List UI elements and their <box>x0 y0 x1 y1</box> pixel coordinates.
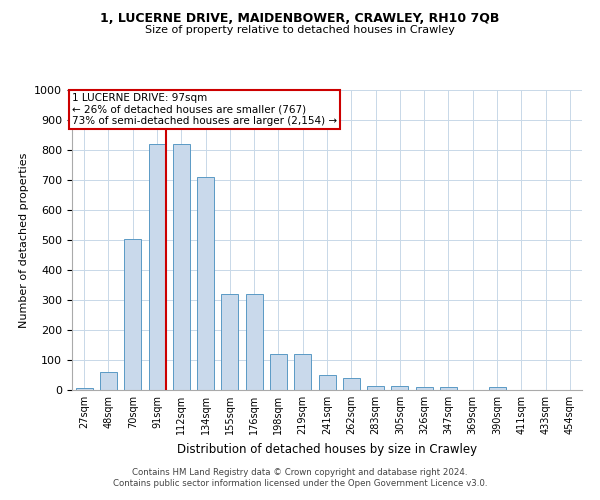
Bar <box>173 144 190 390</box>
Bar <box>367 386 384 390</box>
Bar <box>294 354 311 390</box>
Bar <box>124 238 141 390</box>
Bar <box>149 144 166 390</box>
Bar <box>197 177 214 390</box>
Bar <box>391 386 409 390</box>
Bar <box>488 387 505 390</box>
Bar <box>270 354 287 390</box>
Bar <box>319 375 335 390</box>
Text: Contains HM Land Registry data © Crown copyright and database right 2024.
Contai: Contains HM Land Registry data © Crown c… <box>113 468 487 487</box>
Bar <box>416 387 433 390</box>
Bar <box>343 378 360 390</box>
Text: Size of property relative to detached houses in Crawley: Size of property relative to detached ho… <box>145 25 455 35</box>
Text: Distribution of detached houses by size in Crawley: Distribution of detached houses by size … <box>177 442 477 456</box>
Bar <box>245 294 263 390</box>
Text: 1, LUCERNE DRIVE, MAIDENBOWER, CRAWLEY, RH10 7QB: 1, LUCERNE DRIVE, MAIDENBOWER, CRAWLEY, … <box>100 12 500 26</box>
Bar <box>76 388 92 390</box>
Bar <box>100 372 117 390</box>
Text: 1 LUCERNE DRIVE: 97sqm
← 26% of detached houses are smaller (767)
73% of semi-de: 1 LUCERNE DRIVE: 97sqm ← 26% of detached… <box>72 93 337 126</box>
Bar <box>221 294 238 390</box>
Y-axis label: Number of detached properties: Number of detached properties <box>19 152 29 328</box>
Bar <box>440 387 457 390</box>
